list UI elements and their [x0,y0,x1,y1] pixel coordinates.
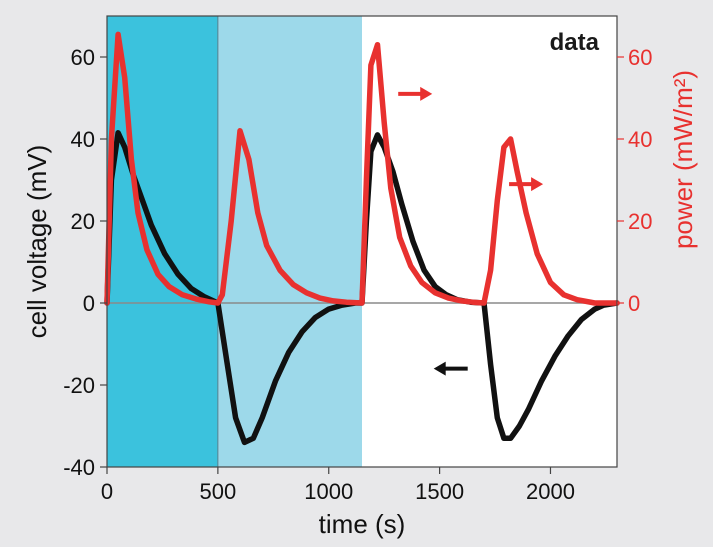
y-left-tick-label: 40 [71,127,95,152]
x-tick-label: 500 [200,479,237,504]
arrow-left-annotation-3 [433,361,468,376]
arrow-head [531,177,544,192]
power-series-line [104,31,620,306]
y-left-tick-label: -20 [63,373,95,398]
arrow-right-annotation-2 [509,177,544,192]
y-axis-right-label: power (mW/m²) [668,70,698,249]
arrow-right-annotation-1 [398,86,433,101]
y-right-tick-label: 60 [628,45,652,70]
y-left-tick-label: 60 [71,45,95,70]
y-left-tick-label: 0 [83,291,95,316]
y-axis-left-label: cell voltage (mV) [22,145,52,339]
x-tick-label: 2000 [526,479,575,504]
plot-frame [106,15,618,468]
x-tick-label: 1000 [304,479,353,504]
y-right-tick-label: 20 [628,209,652,234]
arrow-head [433,361,446,376]
chart-title: data [550,29,600,56]
x-axis-label: time (s) [319,509,406,539]
x-tick-label: 1500 [415,479,464,504]
x-tick-label: 0 [101,479,113,504]
y-right-tick-label: 40 [628,127,652,152]
shaded-region-2 [217,16,362,467]
y-right-tick-label: 0 [628,291,640,316]
y-left-tick-label: 20 [71,209,95,234]
arrow-head [420,86,433,101]
y-left-tick-label: -40 [63,455,95,480]
